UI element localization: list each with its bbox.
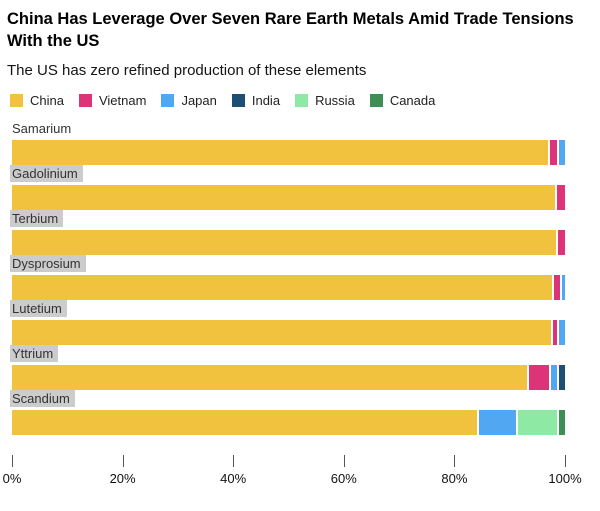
- axis-tick: [122, 454, 124, 467]
- category-label-wrap: Lutetium: [10, 299, 600, 317]
- stacked-bar: [12, 409, 565, 435]
- bar-segment-china: [12, 139, 550, 165]
- category-label: Samarium: [12, 120, 72, 136]
- legend-label: Canada: [389, 92, 436, 108]
- legend-item-china: China: [10, 93, 64, 108]
- axis-tick-label: 20%: [109, 470, 136, 486]
- stacked-bar: [12, 139, 565, 165]
- legend-item-canada: Canada: [369, 92, 436, 108]
- legend-swatch-india-icon: [231, 93, 245, 107]
- axis-tick-label: 80%: [441, 470, 468, 486]
- legend-swatch-canada-icon: [369, 93, 383, 107]
- bar-segment-vietnam: [557, 184, 565, 210]
- page-title: China Has Leverage Over Seven Rare Earth…: [7, 10, 574, 51]
- stacked-bar: [12, 274, 565, 300]
- category-label-wrap: Yttrium: [10, 344, 600, 362]
- category-label-wrap: Dysprosium: [10, 254, 600, 272]
- legend-label: China: [30, 92, 64, 108]
- category-label-wrap: Samarium: [10, 120, 600, 137]
- category-label-wrap: Scandium: [10, 389, 600, 407]
- stacked-bar: [12, 184, 565, 210]
- bar-segment-canada: [559, 409, 565, 435]
- bar-segment-china: [12, 364, 530, 390]
- page: China Has Leverage Over Seven Rare Earth…: [0, 8, 600, 491]
- bar-segment-vietnam: [558, 229, 565, 255]
- chart-row: Terbium: [0, 209, 600, 255]
- axis-tick: [233, 454, 235, 467]
- legend-item-russia: Russia: [295, 93, 355, 108]
- category-label: Terbium: [10, 209, 64, 227]
- stacked-bar: [12, 229, 565, 255]
- bar-segment-china: [12, 409, 480, 435]
- bar-segment-japan: [551, 364, 560, 390]
- bar-segment-japan: [559, 319, 565, 345]
- bar-segment-vietnam: [549, 139, 560, 165]
- category-label: Lutetium: [10, 299, 67, 317]
- bar-segment-vietnam: [553, 274, 563, 300]
- legend: China Vietnam Japan India Russia Canada: [10, 93, 600, 108]
- axis-tick-label: 40%: [220, 470, 247, 486]
- legend-label: Vietnam: [98, 92, 147, 108]
- chart-row: Gadolinium: [0, 164, 600, 210]
- bar-segment-china: [12, 184, 558, 210]
- chart-row: Scandium: [0, 389, 600, 435]
- axis-tick: [454, 454, 456, 467]
- bar-segment-china: [12, 229, 559, 255]
- chart-row: Yttrium: [0, 344, 600, 390]
- bar-segment-india: [559, 364, 565, 390]
- axis-tick-label: 100%: [548, 470, 582, 486]
- chart: Samarium Gadolinium Terbium Dysprosium Lutet…: [0, 120, 600, 435]
- category-label-wrap: Terbium: [10, 209, 600, 227]
- legend-swatch-russia-icon: [295, 93, 309, 107]
- legend-item-india: India: [231, 92, 281, 108]
- legend-swatch-vietnam-icon: [78, 93, 92, 107]
- category-label-wrap: Gadolinium: [10, 164, 600, 182]
- category-label: Scandium: [10, 389, 75, 407]
- axis-tick: [343, 454, 345, 467]
- bar-segment-russia: [517, 409, 560, 435]
- bar-segment-vietnam: [553, 319, 560, 345]
- bar-segment-japan: [559, 139, 565, 165]
- legend-swatch-china-icon: [10, 93, 23, 107]
- chart-row: Dysprosium: [0, 254, 600, 300]
- x-axis: 0% 20% 40% 60% 80% 100%: [3, 454, 582, 491]
- legend-label: Russia: [315, 92, 355, 108]
- legend-swatch-japan-icon: [161, 93, 175, 107]
- bar-segment-china: [12, 319, 554, 345]
- stacked-bar: [12, 364, 565, 390]
- chart-row: Lutetium: [0, 299, 600, 345]
- axis-tick-label: 0%: [2, 470, 22, 486]
- category-label: Dysprosium: [10, 254, 86, 272]
- page-subtitle: The US has zero refined production of th…: [7, 61, 367, 79]
- axis-tick-label: 60%: [330, 470, 357, 486]
- legend-label: Japan: [181, 92, 217, 108]
- bar-segment-japan: [562, 274, 565, 300]
- category-label: Gadolinium: [10, 164, 83, 182]
- legend-item-japan: Japan: [161, 92, 217, 108]
- bar-segment-japan: [479, 409, 518, 435]
- stacked-bar: [12, 319, 565, 345]
- legend-label: India: [251, 92, 281, 108]
- legend-item-vietnam: Vietnam: [78, 92, 147, 108]
- bar-segment-vietnam: [529, 364, 552, 390]
- axis-tick: [12, 454, 13, 467]
- bar-segment-china: [12, 274, 554, 300]
- chart-row: Samarium: [0, 120, 600, 165]
- axis-tick: [565, 454, 566, 467]
- category-label: Yttrium: [10, 344, 59, 362]
